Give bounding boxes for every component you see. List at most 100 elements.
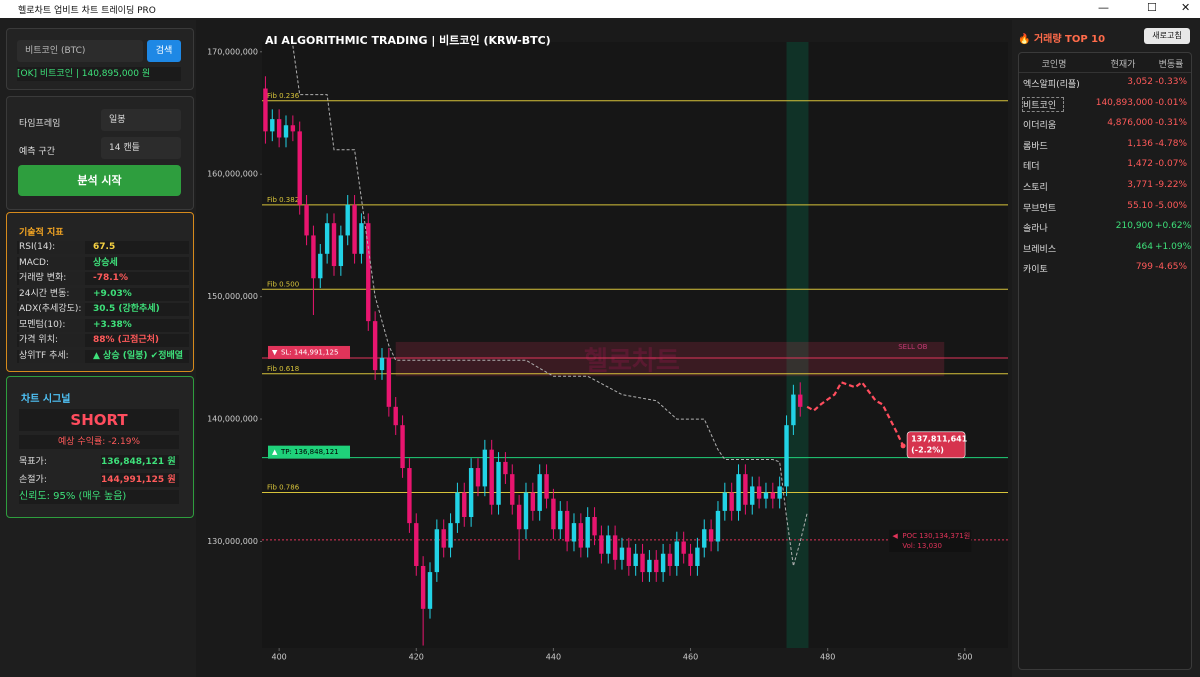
indicator-row: 가격 위치: 88% (고점근처) [17,334,189,347]
candle-body [578,523,584,548]
search-input[interactable]: 비트코인 (BTC) [17,40,143,62]
coin-name: 솔라나 [1023,224,1048,235]
poc-box [889,529,972,552]
indicator-label: 거래량 변화: [19,272,85,285]
change: +1.09% [1155,241,1192,252]
indicator-row: 거래량 변화: -78.1% [17,272,189,285]
candle-body [798,394,803,407]
candle-body [695,547,700,566]
candle-body [729,492,734,511]
price: 1,472 [1127,159,1153,170]
change: -0.01% [1155,97,1187,108]
minimize[interactable]: — [1098,1,1109,14]
status: [OK] 비트코인 | 140,895,000 원 [17,67,181,81]
price: 3,052 [1127,77,1153,87]
candle-body [619,547,625,560]
watermark: 헬로차트 [584,347,680,377]
y-tick-label: 170,000,000 [207,47,258,56]
poc-volume: Vol: 13,030 [902,542,942,550]
candle-body [414,523,419,566]
close[interactable]: ✕ [1181,1,1191,14]
candle-body [784,425,789,487]
price: 140,893,000 [1095,97,1153,108]
coin-name: 이더리움 [1023,121,1057,132]
price: 210,900 [1115,221,1153,232]
candle-body [482,449,488,487]
candle-body [599,535,604,554]
indicator-value: ▲ 상승 (일봉) ✔정배열 [93,350,184,361]
change: -4.78% [1155,138,1187,149]
indicator-label: 상위TF 추세: [19,349,85,363]
candle-body [352,204,357,254]
candle-body [530,492,536,511]
candle-body [448,523,453,548]
candle-body [708,529,714,542]
column-header: 변동률 [1158,60,1184,70]
change: -9.22% [1155,180,1187,190]
label: 손절가: [19,475,47,485]
candle-body [571,523,577,542]
label: 목표가: [19,457,47,467]
zone-label: SELL OB [898,343,927,351]
indicator-value: 67.5 [93,242,116,252]
candle-body [468,468,474,518]
label: 예측 구간 [19,147,55,157]
candle-body [324,223,330,254]
title-text: 거래량 TOP 10 [1033,34,1106,45]
coin-name: 비트코인 [1022,96,1064,112]
price: 55.10 [1127,200,1153,211]
candle-body [441,529,446,548]
top10-table: 코인명 현재가 변동률 엑스알피(리플) 3,052 -0.33% 비트코인 140,893,… [1018,52,1192,670]
candle-body [743,474,748,505]
x-tick-label: 420 [409,653,424,662]
candle-body [551,498,556,530]
change: -5.00% [1155,200,1187,211]
coin-name: 테더 [1023,162,1040,173]
candle-body [400,425,405,469]
search-button[interactable]: 검색 [147,40,181,62]
candle-body [496,461,501,505]
x-tick-label: 400 [272,653,287,662]
x-tick-label: 500 [957,653,972,662]
fib-label: Fib 0.786 [267,484,300,492]
level-box [268,345,350,359]
candle-body [640,553,645,573]
indicator-row: ADX(추세강도): 30.5 (강한추세) [17,303,189,316]
y-tick-label: 150,000,000 [207,292,258,301]
end-change: (-2.2%) [911,445,944,454]
column-header: 코인명 [1041,60,1067,70]
coin-name: 카이토 [1023,265,1048,276]
candle-body [626,547,632,566]
maximize[interactable]: ☐ [1147,1,1157,14]
panel-title: 기술적 지표 [19,228,64,238]
stop-price: 144,991,125 원 [101,473,179,487]
candle-body [455,492,460,524]
title-bar: 헬로차트 업비트 차트 트레이딩 PRO — ☐ ✕ [0,0,1200,18]
candle-body [585,517,590,548]
line-series [292,45,808,567]
horizon-spin[interactable]: 14 캔들 [101,137,181,159]
candle-body [338,235,344,267]
poc-icon: ◀ [892,532,898,540]
level-box [268,445,350,459]
highlight-band [786,42,809,648]
change: -0.33% [1155,77,1187,87]
candle-body [297,131,302,205]
confidence: 신뢰도: 95% (매우 높음) [19,490,179,504]
end-point [900,443,906,449]
candle-body [770,492,776,499]
price: 1,136 [1127,138,1153,149]
price: 3,771 [1127,180,1153,190]
x-tick-label: 480 [820,653,835,662]
indicator-label: 24시간 변동: [19,287,85,301]
analyze-button[interactable]: 분석 시작 [18,165,181,196]
timeframe-select[interactable]: 일봉 [101,109,181,131]
candle-body [290,125,296,132]
candle-body [750,486,755,505]
candle-body [544,474,549,499]
refresh-button[interactable]: 새로고침 [1144,28,1190,44]
y-tick-label: 140,000,000 [207,415,258,424]
candle-body [386,357,392,407]
candle-body [667,553,673,566]
